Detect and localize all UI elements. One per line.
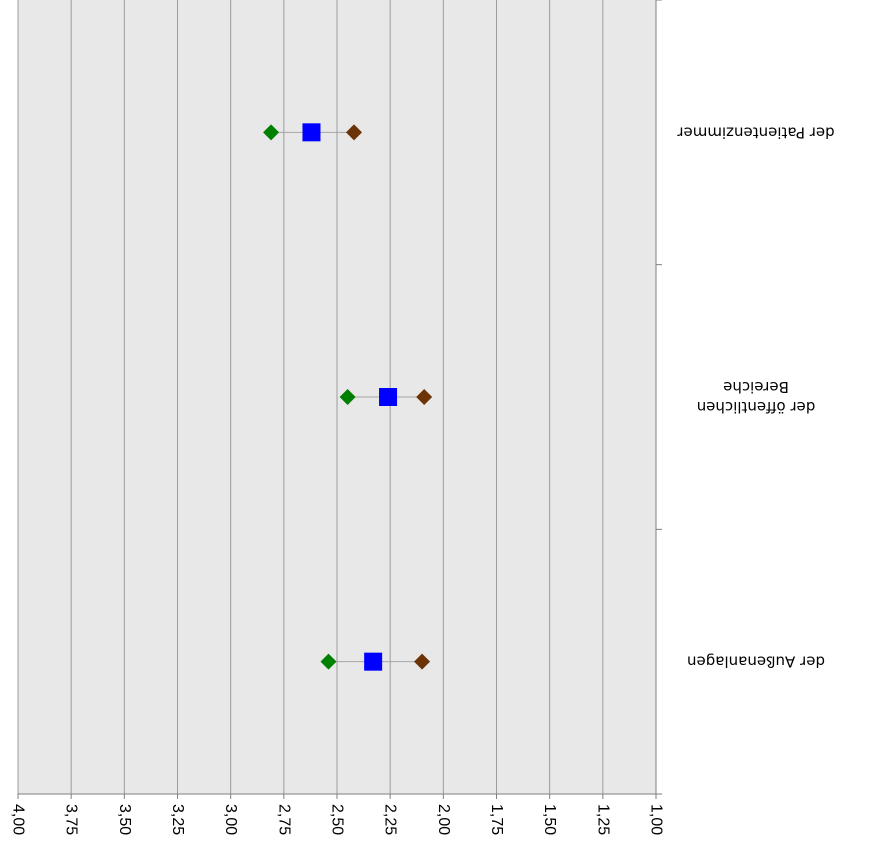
x-tick-label: 1,00 <box>648 804 665 835</box>
data-point-diamond <box>320 653 337 670</box>
x-tick-label: 1,75 <box>488 804 505 835</box>
x-tick-label: 3,75 <box>63 804 80 835</box>
data-point-square <box>379 388 398 406</box>
axes <box>17 0 662 799</box>
data-point-diamond <box>339 389 356 405</box>
x-tick-label: 2,25 <box>382 804 399 835</box>
x-tick-label: 2,00 <box>435 804 452 835</box>
x-tick-labels: 1,00 1,25 1,50 1,75 2,00 2,25 2,50 2,75 3,00 3,25… <box>10 804 665 835</box>
x-tick-label: 2,75 <box>275 804 292 835</box>
x-tick-label: 3,50 <box>116 804 133 835</box>
x-tick-label: 2,50 <box>329 804 346 835</box>
gridlines <box>17 0 604 794</box>
data-point-square <box>302 123 321 142</box>
x-tick-label: 3,00 <box>222 804 239 835</box>
data-point-diamond <box>346 124 363 141</box>
category-label: der öffentlichenBereiche <box>697 378 816 416</box>
category-label: der Patientenzimmer <box>677 123 835 141</box>
x-tick-label: 3,25 <box>169 804 186 835</box>
x-tick-label: 1,25 <box>594 804 611 835</box>
x-tick-label: 1,50 <box>541 804 558 835</box>
data-point-diamond <box>263 124 280 141</box>
chart-rotated: 1,00 1,25 1,50 1,75 2,00 2,25 2,50 2,75 3,00 3,25… <box>10 0 835 835</box>
category-labels: der Außenanlagen der öffentlichenBereiche… <box>677 123 835 670</box>
data-marks <box>263 123 433 671</box>
x-tick-label: 4,00 <box>10 804 27 835</box>
category-label: der Außenanlagen <box>687 653 825 671</box>
data-point-square <box>364 652 383 671</box>
data-point-diamond <box>414 653 431 670</box>
data-point-diamond <box>416 389 433 405</box>
